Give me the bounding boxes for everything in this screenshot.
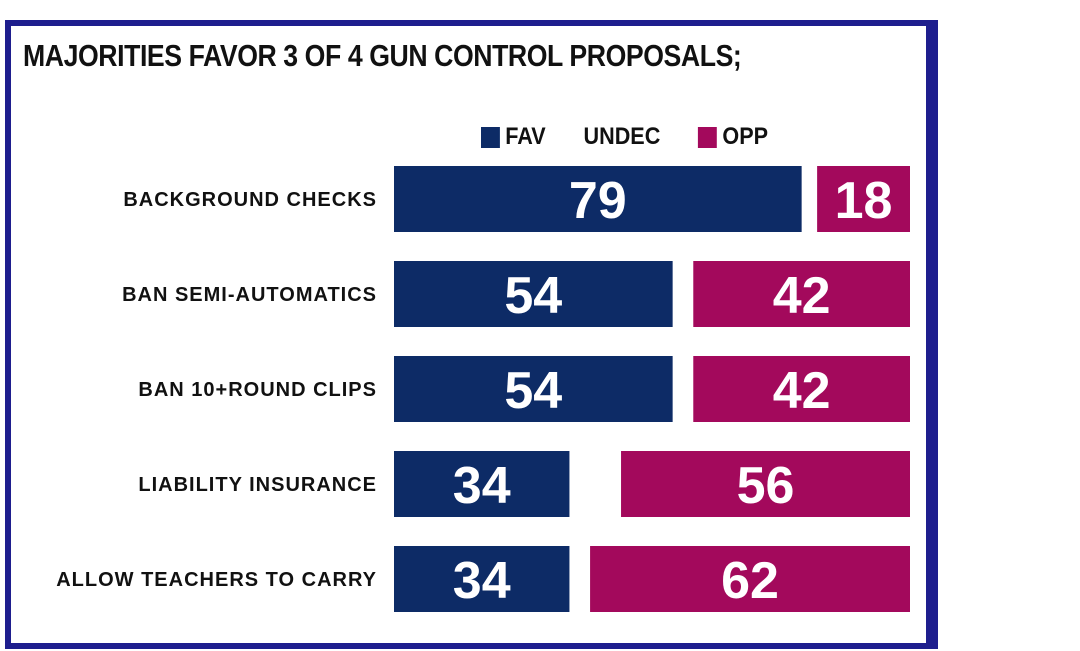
chart-legend: FAV UNDEC OPP xyxy=(481,122,768,152)
bar-opp xyxy=(621,451,910,517)
bar-fav xyxy=(394,356,673,422)
bar-fav xyxy=(394,261,673,327)
legend-label-fav: FAV xyxy=(505,123,546,150)
bar-opp xyxy=(817,166,910,232)
data-label-opp: 42 xyxy=(773,362,831,420)
legend-label-opp: OPP xyxy=(722,123,769,150)
category-label: BAN 10+ROUND CLIPS xyxy=(138,379,377,401)
data-label-fav: 79 xyxy=(569,172,627,230)
data-label-opp: 18 xyxy=(835,172,893,230)
legend-swatch-opp xyxy=(698,126,718,148)
chart-plot: BACKGROUND CHECKS 79 18 BAN SEMI-AUTOMATICS… xyxy=(56,166,910,612)
bar-fav xyxy=(394,166,802,232)
data-label-fav: 54 xyxy=(504,267,562,325)
category-label: ALLOW TEACHERS TO CARRY xyxy=(56,569,377,591)
legend-item-fav: FAV xyxy=(481,123,546,151)
data-label-fav: 54 xyxy=(504,362,562,420)
category-label: BACKGROUND CHECKS xyxy=(123,189,377,211)
data-label-opp: 62 xyxy=(721,552,779,610)
bar-opp xyxy=(693,356,910,422)
bar-opp xyxy=(693,261,910,327)
chart-frame: MAJORITIES FAVOR 3 OF 4 GUN CONTROL PROP… xyxy=(5,20,938,649)
data-label-opp: 42 xyxy=(773,267,831,325)
legend-item-undec: UNDEC xyxy=(584,123,661,151)
bar-fav xyxy=(394,546,570,612)
chart-title: MAJORITIES FAVOR 3 OF 4 GUN CONTROL PROP… xyxy=(23,38,742,73)
data-label-opp: 56 xyxy=(737,457,795,515)
legend-item-opp: OPP xyxy=(698,123,768,151)
legend-swatch-fav xyxy=(481,126,500,148)
category-label: LIABILITY INSURANCE xyxy=(138,474,377,496)
data-label-fav: 34 xyxy=(453,552,511,610)
category-label: BAN SEMI-AUTOMATICS xyxy=(122,284,377,306)
bar-opp xyxy=(590,546,910,612)
bar-fav xyxy=(394,451,570,517)
legend-label-undec: UNDEC xyxy=(583,123,661,150)
data-label-fav: 34 xyxy=(453,457,511,515)
